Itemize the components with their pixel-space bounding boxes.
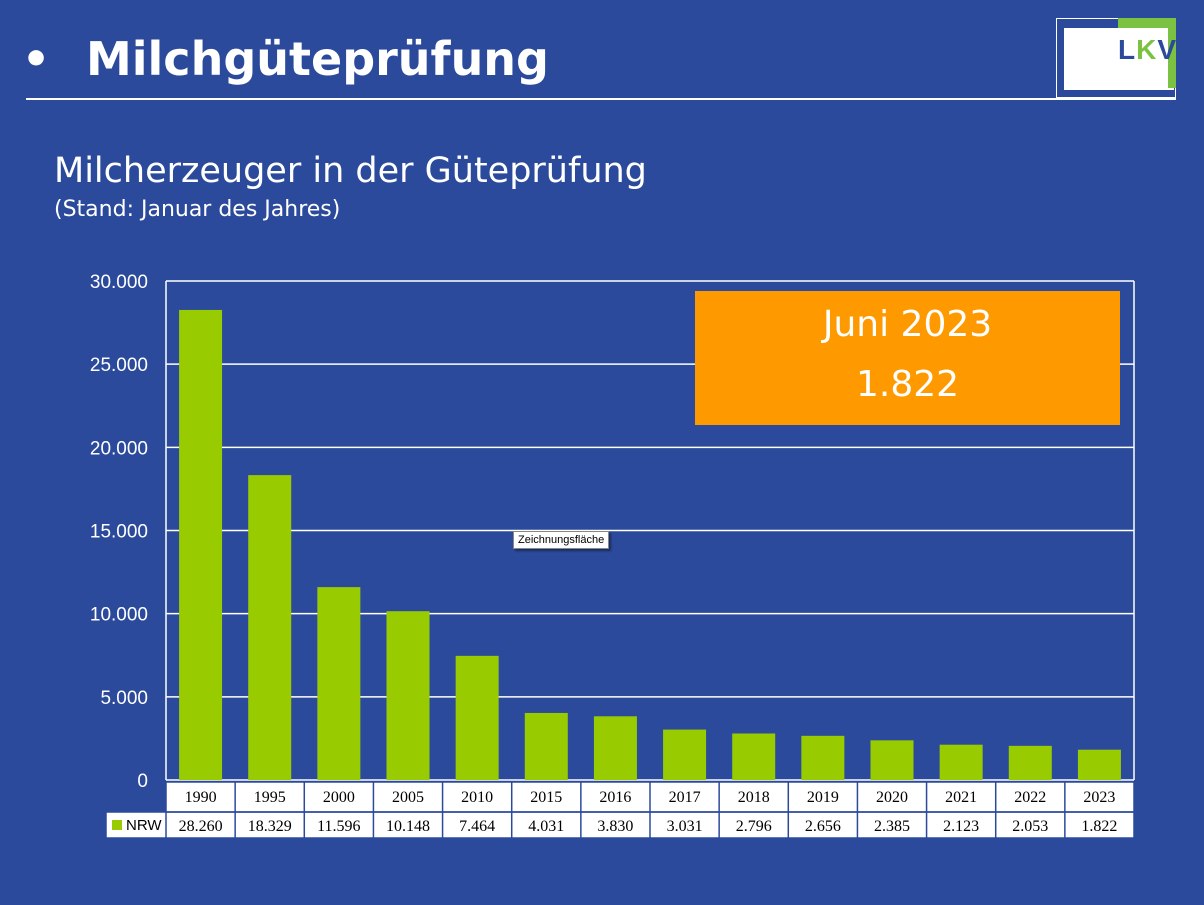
bar-2019 [801,735,845,780]
data-label: 18.329 [248,818,292,835]
bar-2017 [663,729,707,780]
y-tick-label: 30.000 [90,272,148,293]
bars [179,309,1121,780]
data-label: 2.385 [874,818,910,835]
bar-1995 [248,475,292,780]
data-label: 1.822 [1081,818,1117,835]
y-tick-label: 0 [137,771,148,792]
logo-letter-l: L [1118,34,1137,65]
chart-title: Milcherzeuger in der Güteprüfung [54,151,647,191]
x-tick-label: 2017 [669,789,701,806]
data-label: 2.123 [943,818,979,835]
bar-2021 [939,744,983,780]
y-tick-label: 15.000 [90,522,148,543]
logo-green-bar-top [1118,18,1176,28]
y-tick-label: 10.000 [90,605,148,626]
chart-subtitle: (Stand: Januar des Jahres) [54,197,341,222]
data-label: 28.260 [179,818,223,835]
x-tick-label: 2005 [392,789,424,806]
x-tick-label: 1990 [185,789,217,806]
x-tick-label: 2023 [1083,789,1115,806]
bar-2005 [386,611,430,780]
x-tick-label: 2020 [876,789,908,806]
y-axis-ticks: 0 5.000 10.000 15.000 20.000 25.000 30.000 [90,272,148,792]
data-label: 3.830 [597,818,633,835]
legend-label: NRW [126,817,162,834]
bar-2010 [455,655,499,780]
logo-letter-v: V [1157,34,1178,65]
highlight-callout: Juni 2023 1.822 [695,291,1120,425]
logo-letter-k: K [1136,34,1158,65]
x-tick-label: 2015 [530,789,562,806]
slide-title: Milchgüteprüfung [86,32,549,86]
bar-1990 [179,309,223,780]
title-underline [26,98,1176,100]
data-label: 7.464 [459,818,495,835]
x-tick-label: 2022 [1014,789,1046,806]
bar-2015 [524,712,568,780]
x-tick-label: 2016 [599,789,631,806]
x-tick-label: 1995 [254,789,286,806]
data-table: 1990 28.260 1995 18.329 2000 11.596 2005 10.148… [105,781,1135,839]
data-label: 2.796 [736,818,772,835]
y-tick-label: 20.000 [90,438,148,459]
logo-green-bar-right [1168,18,1176,88]
y-tick-label: 5.000 [100,688,148,709]
bar-2020 [870,740,914,780]
table-value-outline [105,811,1135,839]
callout-value: 1.822 [855,364,960,405]
x-tick-label: 2018 [738,789,770,806]
bar-2016 [593,716,637,780]
legend-swatch [112,820,122,830]
bar-2000 [317,587,361,780]
plot-area-tooltip: Zeichnungsfläche [513,531,610,549]
bar-2018 [732,733,776,780]
logo-box [1064,28,1174,90]
bar-2023 [1077,749,1121,780]
data-label: 10.148 [386,818,430,835]
title-bullet: • [22,34,51,85]
callout-date: Juni 2023 [822,304,993,345]
y-tick-label: 25.000 [90,355,148,376]
table-value-row [106,812,1134,838]
data-label: 4.031 [528,818,564,835]
data-label: 2.656 [805,818,841,835]
x-tick-label: 2021 [945,789,977,806]
data-label: 2.053 [1012,818,1048,835]
bar-2022 [1008,745,1052,780]
data-label: 3.031 [667,818,703,835]
x-tick-label: 2000 [323,789,355,806]
logo-text: LKV [1118,34,1177,66]
x-tick-label: 2019 [807,789,839,806]
x-tick-label: 2010 [461,789,493,806]
data-label: 11.596 [317,818,360,835]
